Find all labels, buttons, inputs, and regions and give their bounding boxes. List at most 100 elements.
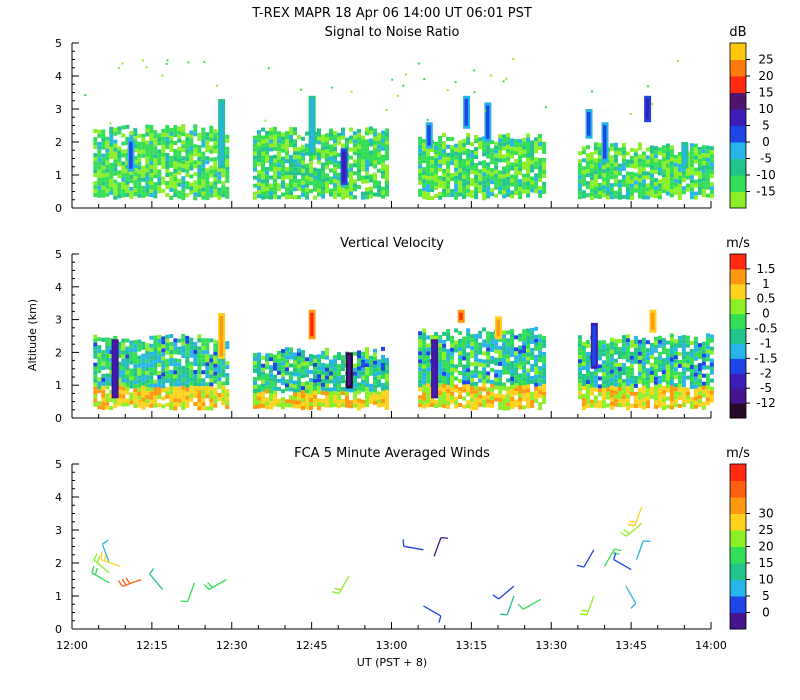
data-cell	[641, 377, 646, 382]
data-cell	[426, 168, 431, 173]
y-tick-label: 1	[55, 590, 62, 603]
data-cell	[289, 187, 293, 191]
data-cell	[181, 160, 186, 165]
data-cell	[113, 191, 118, 196]
data-cell	[418, 363, 423, 368]
data-cell	[526, 340, 531, 345]
data-cell	[357, 156, 361, 161]
data-cell	[446, 377, 451, 381]
data-cell	[301, 168, 305, 173]
data-cell	[213, 137, 218, 142]
data-cell	[121, 161, 126, 166]
data-cell	[446, 176, 451, 181]
data-cell	[381, 346, 385, 351]
data-cell	[673, 182, 678, 187]
barb-flag	[581, 609, 589, 612]
data-cell	[613, 166, 618, 171]
data-cell	[281, 136, 285, 141]
data-cell	[157, 137, 162, 142]
data-cell	[317, 398, 321, 403]
barb-flag	[402, 539, 405, 547]
data-cell	[225, 377, 230, 382]
data-cell	[593, 194, 598, 199]
data-cell	[273, 402, 277, 407]
data-cell	[474, 155, 479, 159]
data-cell	[381, 130, 385, 135]
data-cell	[269, 389, 273, 394]
data-cell	[613, 170, 618, 175]
data-cell	[129, 178, 134, 183]
data-cell	[261, 379, 265, 384]
data-cell	[113, 403, 118, 408]
data-cell	[165, 185, 170, 189]
data-cell	[522, 385, 527, 390]
data-speck	[426, 118, 429, 121]
data-cell	[129, 396, 134, 401]
data-cell	[185, 375, 190, 380]
data-cell	[97, 185, 102, 190]
data-cell	[369, 162, 373, 167]
data-cell	[474, 385, 479, 390]
data-cell	[609, 159, 614, 164]
data-cell	[653, 364, 658, 369]
data-cell	[333, 163, 337, 168]
radar-segment	[577, 142, 714, 201]
data-cell	[577, 347, 582, 352]
data-cell	[669, 177, 674, 182]
data-cell	[193, 370, 198, 374]
data-cell	[438, 143, 443, 148]
data-cell	[197, 374, 202, 379]
data-cell	[121, 173, 126, 178]
data-cell	[677, 159, 682, 164]
data-cell	[213, 129, 218, 134]
data-cell	[97, 157, 102, 162]
data-cell	[510, 405, 515, 409]
data-cell	[369, 367, 373, 372]
data-cell	[538, 342, 543, 347]
data-cell	[434, 194, 439, 198]
data-cell	[261, 155, 265, 160]
data-cell	[157, 185, 162, 190]
data-cell	[281, 389, 285, 394]
data-cell	[609, 397, 614, 402]
data-cell	[153, 170, 158, 175]
barb-flag	[492, 594, 500, 600]
data-cell	[145, 176, 150, 181]
data-cell	[577, 395, 582, 400]
data-cell	[149, 125, 154, 129]
data-cell	[197, 398, 202, 403]
data-cell	[337, 356, 341, 361]
data-cell	[133, 340, 138, 345]
data-cell	[641, 175, 646, 180]
data-cell	[681, 379, 686, 384]
data-cell	[462, 166, 467, 171]
data-cell	[361, 367, 365, 372]
data-cell	[121, 169, 126, 174]
data-cell	[269, 357, 273, 362]
data-cell	[605, 383, 610, 388]
data-cell	[269, 143, 273, 148]
data-cell	[637, 395, 642, 400]
data-cell	[446, 333, 451, 337]
data-cell	[145, 180, 150, 185]
data-cell	[301, 394, 305, 399]
data-cell	[357, 362, 361, 367]
data-cell	[522, 153, 527, 158]
data-cell	[189, 377, 194, 382]
data-cell	[649, 145, 654, 150]
data-cell	[177, 154, 182, 159]
data-cell	[93, 354, 98, 359]
data-cell	[157, 343, 162, 347]
data-cell	[478, 185, 483, 190]
data-cell	[301, 192, 305, 197]
data-cell	[709, 174, 714, 179]
data-cell	[685, 171, 690, 176]
data-cell	[681, 375, 686, 380]
data-cell	[450, 145, 455, 150]
data-cell	[365, 163, 369, 168]
data-cell	[349, 175, 353, 180]
data-cell	[197, 133, 202, 137]
data-cell	[542, 185, 547, 190]
data-cell	[621, 351, 626, 356]
data-cell	[349, 388, 353, 393]
